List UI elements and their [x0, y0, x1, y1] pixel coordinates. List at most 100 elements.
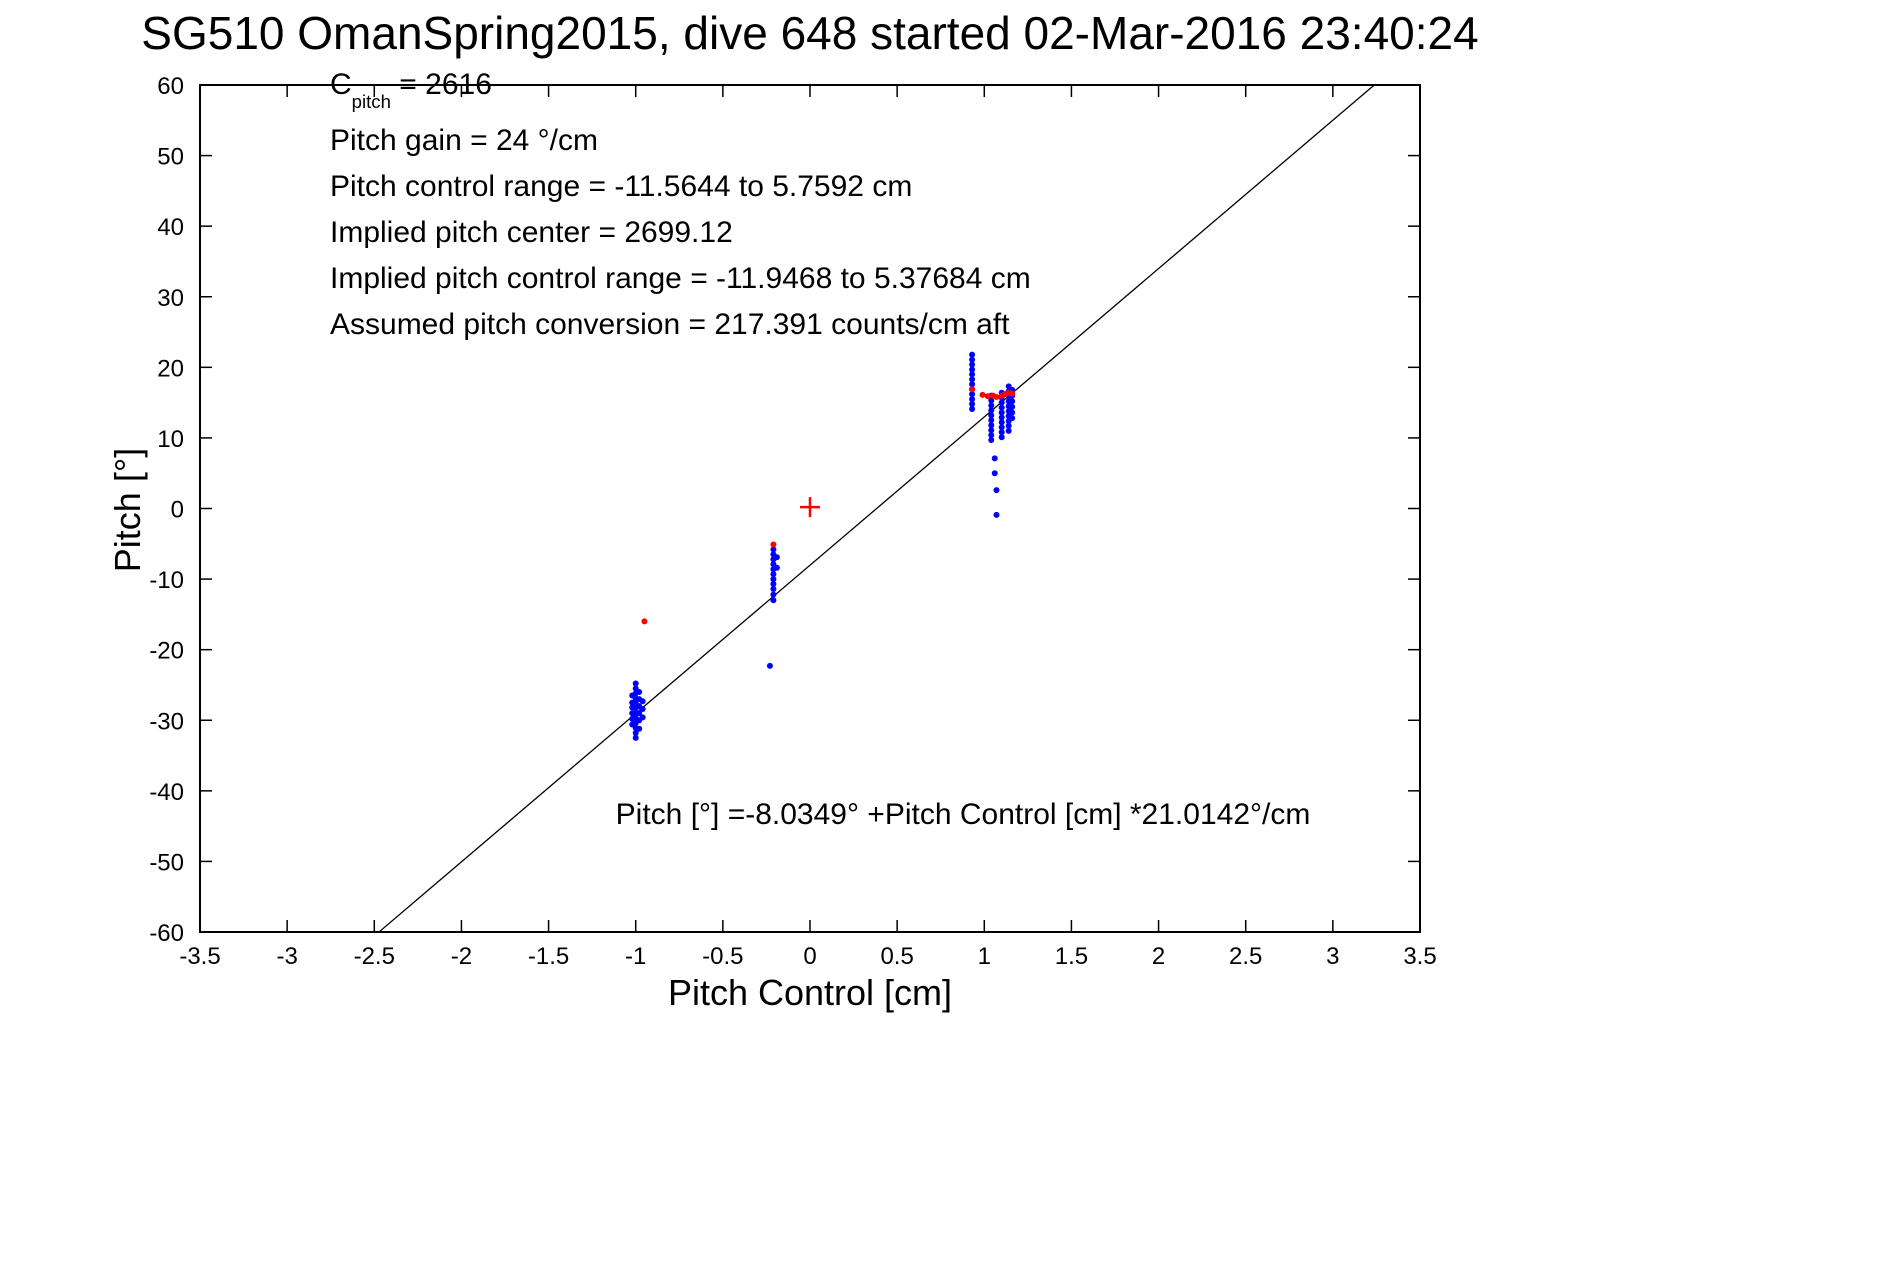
observed-pitch-point	[632, 729, 639, 736]
x-tick-label: 1.5	[1055, 943, 1088, 970]
flagged-pitch-point	[993, 393, 1000, 400]
observed-pitch-point	[998, 404, 1005, 411]
observed-pitch-point	[991, 455, 998, 462]
y-tick-label: -30	[149, 708, 184, 735]
flagged-pitch-point	[969, 386, 976, 393]
annotation-conversion: Assumed pitch conversion = 217.391 count…	[330, 308, 1010, 341]
observed-pitch-point	[998, 409, 1005, 416]
fit-equation-label: Pitch [°] =-8.0349° +Pitch Control [cm] …	[615, 798, 1311, 831]
observed-pitch-point	[639, 705, 646, 712]
x-tick-label: 1	[978, 943, 991, 970]
observed-pitch-point	[632, 680, 639, 687]
observed-pitch-point	[636, 710, 643, 717]
x-tick-label: -2.5	[354, 943, 395, 970]
y-tick-label: 50	[157, 144, 184, 171]
annotation-block: Cpitch = 2616 Pitch gain = 24 °/cm Pitch…	[330, 62, 1031, 348]
observed-pitch-point	[988, 412, 995, 419]
observed-pitch-point	[770, 581, 777, 588]
observed-pitch-point	[988, 432, 995, 439]
cpitch-subscript: pitch	[351, 90, 391, 112]
observed-pitch-point	[993, 487, 1000, 494]
cpitch-symbol: C	[330, 68, 352, 101]
x-tick-label: 3	[1326, 943, 1339, 970]
y-tick-label: 40	[157, 214, 184, 241]
observed-pitch-point	[998, 424, 1005, 431]
annotation-implied-center: Implied pitch center = 2699.12	[330, 216, 733, 249]
observed-pitch-point	[969, 361, 976, 368]
cpitch-value: = 2616	[390, 68, 492, 101]
annotation-pitch-gain: Pitch gain = 24 °/cm	[330, 124, 598, 157]
observed-pitch-point	[636, 725, 643, 732]
observed-pitch-point	[988, 397, 995, 404]
observed-pitch-point	[770, 585, 777, 592]
observed-pitch-point	[773, 554, 780, 561]
x-tick-label: -3	[276, 943, 297, 970]
annotation-implied-range: Implied pitch control range = -11.9468 t…	[330, 262, 1031, 295]
plot-canvas: -3.5 -3 -2.5 -2 -1.5 -1 -0.5 0 0.5 1 1.5 2 2.5 3 3.5 -6…	[149, 73, 1436, 970]
y-tick-label: 10	[157, 426, 184, 453]
observed-pitch-point	[1005, 427, 1012, 434]
observed-pitch-point	[988, 402, 995, 409]
observed-pitch-point	[993, 511, 1000, 518]
y-tick-label: 20	[157, 355, 184, 382]
observed-pitch-point	[770, 597, 777, 604]
y-tick-label: -50	[149, 849, 184, 876]
x-tick-label: 2.5	[1229, 943, 1262, 970]
observed-pitch-point	[969, 376, 976, 383]
observed-pitch-point	[998, 419, 1005, 426]
flagged-pitch-point	[1009, 390, 1016, 397]
flagged-pitch-point	[641, 618, 648, 625]
observed-pitch-point	[632, 734, 639, 741]
observed-pitch-point	[636, 689, 643, 696]
y-tick-label: 60	[157, 73, 184, 100]
y-axis-label: Pitch [°]	[107, 447, 148, 573]
observed-pitch-point	[1009, 409, 1016, 416]
observed-pitch-point	[969, 391, 976, 398]
observed-pitch-point	[988, 427, 995, 434]
observed-pitch-point	[1009, 403, 1016, 410]
observed-pitch-point	[773, 564, 780, 571]
observed-pitch-point	[988, 437, 995, 444]
observed-pitch-point	[969, 401, 976, 408]
observed-pitch-point	[969, 405, 976, 412]
y-tick-label: 30	[157, 285, 184, 312]
observed-pitch-point	[969, 366, 976, 373]
observed-pitch-point	[969, 381, 976, 388]
flagged-pitch-point	[984, 393, 991, 400]
observed-pitch-point	[969, 371, 976, 378]
observed-pitch-point	[770, 571, 777, 578]
x-tick-label: 2	[1152, 943, 1165, 970]
x-tick-label: 3.5	[1403, 943, 1436, 970]
y-tick-label: -10	[149, 567, 184, 594]
observed-pitch-point	[766, 662, 773, 669]
x-tick-label: -2	[451, 943, 472, 970]
x-tick-label: -0.5	[702, 943, 743, 970]
observed-pitch-point	[639, 714, 646, 721]
observed-pitch-point	[969, 351, 976, 358]
observed-pitch-point	[639, 698, 646, 705]
observed-pitch-point	[1009, 415, 1016, 422]
x-tick-label: 0.5	[880, 943, 913, 970]
x-tick-label: -3.5	[179, 943, 220, 970]
y-tick-label: -40	[149, 779, 184, 806]
observed-pitch-point	[1009, 398, 1016, 405]
fit-line	[378, 84, 1375, 933]
flagged-pitch-point	[979, 391, 986, 398]
y-tick-label: -20	[149, 638, 184, 665]
observed-pitch-point	[988, 422, 995, 429]
pitch-center-marker	[800, 497, 820, 518]
annotation-cpitch: Cpitch = 2616	[330, 62, 1031, 118]
plot-area: -3.5 -3 -2.5 -2 -1.5 -1 -0.5 0 0.5 1 1.5 2 2.5 3 3.5 -6…	[149, 73, 1436, 970]
observed-pitch-point	[998, 414, 1005, 421]
observed-pitch-point	[770, 591, 777, 598]
y-tick-label: 0	[171, 497, 184, 524]
annotation-control-range: Pitch control range = -11.5644 to 5.7592…	[330, 170, 913, 203]
observed-pitch-point	[998, 434, 1005, 441]
plot-title: SG510 OmanSpring2015, dive 648 started 0…	[141, 7, 1479, 59]
observed-pitch-point	[1005, 422, 1012, 429]
x-tick-label: -1.5	[528, 943, 569, 970]
y-tick-label: -60	[149, 920, 184, 947]
x-tick-label: 0	[803, 943, 816, 970]
observed-pitch-point	[770, 546, 777, 553]
